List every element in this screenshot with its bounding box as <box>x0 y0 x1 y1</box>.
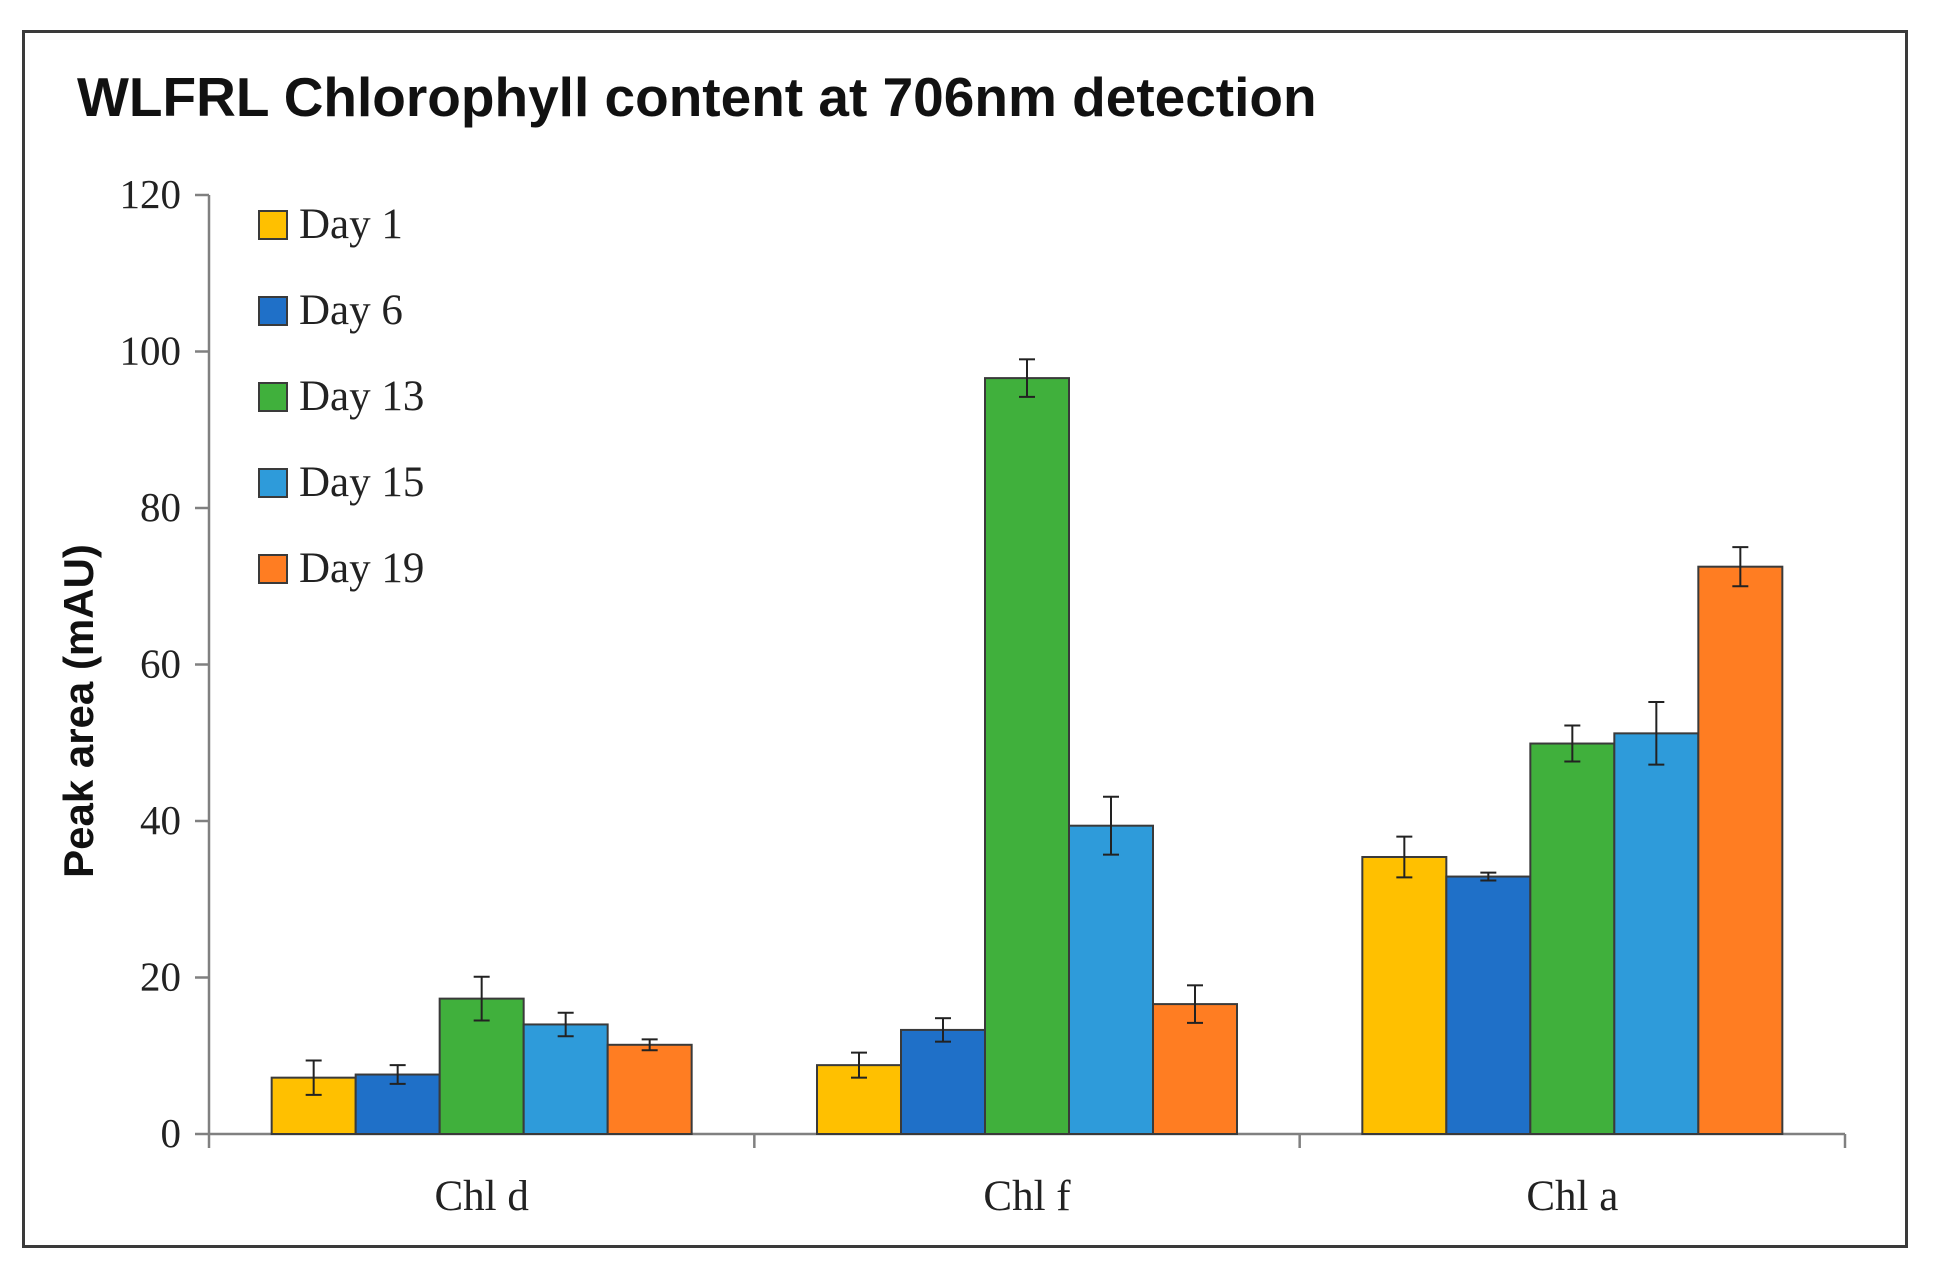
bar <box>1697 565 1784 1135</box>
legend-label: Day 1 <box>299 201 403 248</box>
legend-label: Day 19 <box>299 545 424 592</box>
legend: Day 1 Day 6 Day 13 Day 15 Day 19 <box>258 201 424 592</box>
bar <box>1068 824 1154 1135</box>
bar <box>1445 875 1532 1135</box>
legend-swatch <box>258 554 288 584</box>
x-tick-label: Chl a <box>1526 1173 1618 1220</box>
legend-swatch <box>258 210 288 240</box>
bar <box>1613 732 1700 1135</box>
y-tick-label: 100 <box>120 328 182 374</box>
axes: 0 20 40 60 80 100 120 Chl d Chl f Chl a <box>120 171 1847 1220</box>
legend-label: Day 6 <box>299 287 403 334</box>
bars-group <box>270 377 1784 1136</box>
bar <box>900 1028 986 1135</box>
legend-label: Day 15 <box>299 459 424 506</box>
chart-title: WLFRL Chlorophyll content at 706nm detec… <box>77 66 1317 128</box>
bar <box>1361 855 1448 1135</box>
error-bars-group <box>305 358 1749 1096</box>
x-tick-label: Chl d <box>434 1173 528 1220</box>
bar <box>606 1043 693 1135</box>
legend-swatch <box>258 382 288 412</box>
bar-chart: WLFRL Chlorophyll content at 706nm detec… <box>55 66 1847 1220</box>
legend-swatch <box>258 296 288 326</box>
y-tick-label: 80 <box>140 484 181 530</box>
bar <box>1529 742 1616 1135</box>
y-tick-label: 0 <box>161 1110 182 1156</box>
bar <box>522 1023 609 1136</box>
y-tick-label: 60 <box>140 641 181 687</box>
x-tick-label: Chl f <box>983 1173 1071 1220</box>
bar <box>984 377 1070 1136</box>
y-tick-label: 120 <box>120 171 182 217</box>
legend-label: Day 13 <box>299 373 424 420</box>
legend-swatch <box>258 468 288 498</box>
y-tick-label: 20 <box>140 954 181 1000</box>
bar <box>1152 1003 1238 1135</box>
chart-frame: WLFRL Chlorophyll content at 706nm detec… <box>22 30 1908 1248</box>
y-axis-label: Peak area (mAU) <box>55 544 102 878</box>
y-tick-label: 40 <box>140 797 181 843</box>
